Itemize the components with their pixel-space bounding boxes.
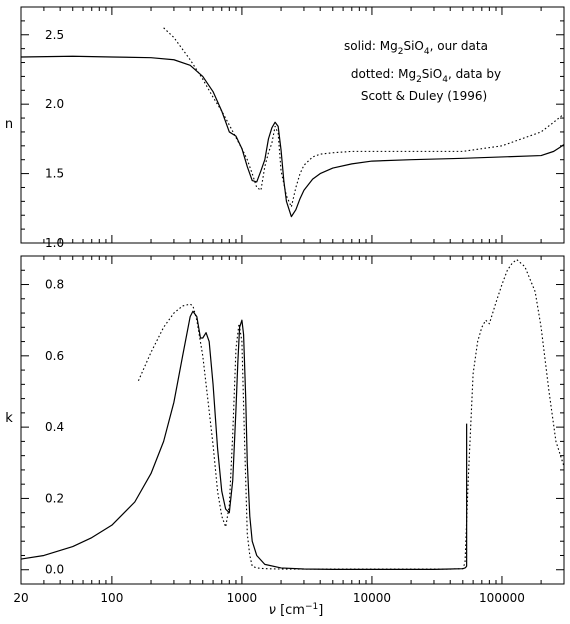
series-group-n	[20, 27, 565, 218]
y-tick-label-n: 2.0	[45, 97, 64, 111]
plot-frame-k	[20, 255, 565, 585]
x-tick-label: 1000	[227, 591, 258, 605]
panel-k: 20 100 1000 10000 100000 0.0 0.2 0.4 0.6 0.8 k ν …	[5, 255, 565, 618]
y-tick-label-n: 1.0	[45, 236, 64, 250]
series-k-dotted-line	[137, 259, 565, 570]
annotation-citation: Scott & Duley (1996)	[361, 89, 487, 103]
series-n-solid-line	[20, 55, 565, 218]
x-tick-label: 100000	[479, 591, 525, 605]
y-axis-label-n: n	[5, 117, 13, 132]
plot-frame-n	[20, 6, 565, 244]
y-tick-label-k: 0.4	[45, 420, 64, 434]
panel-n: 1.0 1.5 2.0 2.5 n solid: Mg2SiO4, our data …	[5, 6, 565, 250]
annotation-dotted: dotted: Mg2SiO4, data by	[351, 67, 501, 85]
series-group-k	[20, 259, 565, 570]
x-tick-label: 100	[100, 591, 123, 605]
x-tick-label: 20	[13, 591, 28, 605]
y-axis-label-k: k	[5, 411, 13, 426]
legend-annotation: solid: Mg2SiO4, our data dotted: Mg2SiO4…	[344, 39, 501, 103]
x-axis-label: ν [cm−1]	[269, 602, 324, 618]
y-tick-label-k: 0.6	[45, 349, 64, 363]
series-k-solid-line	[20, 310, 468, 570]
annotation-solid: solid: Mg2SiO4, our data	[344, 39, 488, 57]
x-tick-label: 10000	[353, 591, 391, 605]
tick-group-k: 20 100 1000 10000 100000 0.0 0.2 0.4 0.6 0.8	[13, 255, 565, 605]
y-tick-label-k: 0.0	[45, 563, 64, 577]
y-tick-label-k: 0.2	[45, 491, 64, 505]
tick-group-n: 1.0 1.5 2.0 2.5	[20, 6, 565, 250]
y-tick-label-n: 1.5	[45, 167, 64, 181]
y-tick-label-n: 2.5	[45, 28, 64, 42]
y-tick-label-k: 0.8	[45, 278, 64, 292]
